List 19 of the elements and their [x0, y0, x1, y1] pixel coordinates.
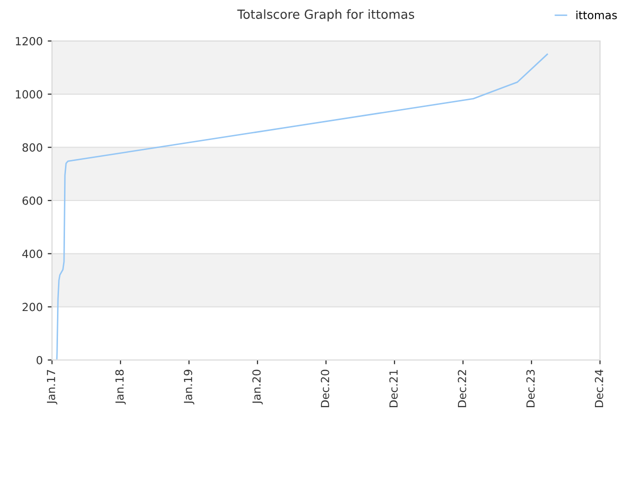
x-tick-label: Dec.21: [389, 370, 398, 408]
x-tick-label: Jan.17: [46, 370, 58, 404]
line-series: [56, 54, 548, 360]
x-tick-label: Dec.23: [526, 370, 535, 408]
y-tick-label: 1000: [16, 90, 42, 99]
x-tick-label: Jan.18: [115, 370, 126, 404]
legend-label: ittomas: [576, 10, 617, 20]
chart-title: Totalscore Graph for ittomas: [237, 9, 414, 22]
y-tick-label: 800: [22, 143, 42, 152]
y-tick-label: 1200: [16, 36, 42, 46]
x-tick-label: Jan.19: [184, 370, 194, 404]
x-tick-label: Dec.22: [458, 370, 466, 408]
x-tick-label: Dec.24: [594, 370, 604, 408]
x-tick-label: Dec.20: [320, 370, 330, 408]
y-tick-label: 0: [36, 356, 42, 364]
y-tick-label: 200: [22, 302, 42, 312]
y-tick-label: 600: [22, 196, 42, 205]
y-tick-label: 400: [22, 250, 42, 258]
x-tick-label: Jan.20: [252, 370, 263, 404]
